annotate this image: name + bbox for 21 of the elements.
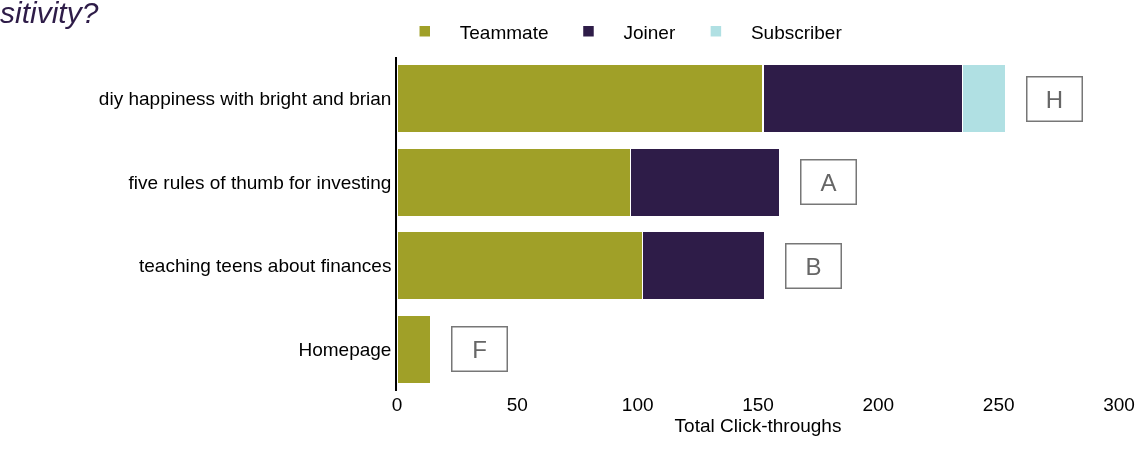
- legend-label: Teammate: [459, 21, 549, 43]
- bar: [397, 314, 432, 385]
- legend-label: Joiner: [623, 21, 676, 43]
- y-tick-label: diy happiness with bright and brian: [98, 88, 392, 110]
- x-tick-label: 0: [391, 394, 403, 415]
- x-tick-label: 150: [742, 394, 774, 415]
- annotation: H: [1045, 85, 1064, 113]
- annotation: B: [805, 252, 822, 280]
- text: sitivity?: [0, 0, 99, 30]
- x-tick-label: 50: [506, 394, 528, 415]
- x-tick-label: 300: [1103, 394, 1135, 415]
- x-tick-label: 100: [621, 394, 654, 415]
- x-tick-label: 250: [982, 394, 1015, 415]
- x-tick-label: 200: [862, 394, 895, 415]
- annotation: A: [820, 168, 837, 196]
- legend-label: Subscriber: [750, 21, 843, 43]
- y-tick-label: teaching teens about finances: [138, 255, 392, 277]
- y-tick-label: Homepage: [298, 338, 392, 360]
- y-tick-label: five rules of thumb for investing: [128, 171, 392, 193]
- x-axis-title: Total Click-throughs: [674, 415, 842, 436]
- annotation: F: [472, 335, 487, 363]
